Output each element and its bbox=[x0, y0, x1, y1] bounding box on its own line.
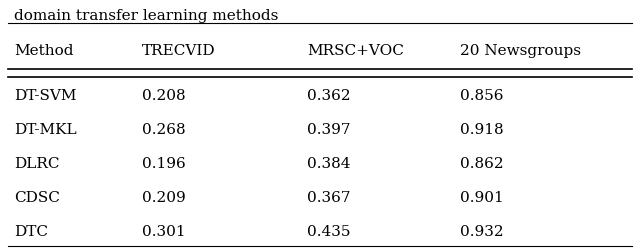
Text: 0.196: 0.196 bbox=[141, 156, 186, 170]
Text: 20 Newsgroups: 20 Newsgroups bbox=[460, 44, 581, 58]
Text: 0.901: 0.901 bbox=[460, 190, 504, 204]
Text: 0.209: 0.209 bbox=[141, 190, 186, 204]
Text: TRECVID: TRECVID bbox=[141, 44, 215, 58]
Text: MRSC+VOC: MRSC+VOC bbox=[307, 44, 404, 58]
Text: 0.362: 0.362 bbox=[307, 89, 351, 103]
Text: 0.856: 0.856 bbox=[460, 89, 504, 103]
Text: 0.384: 0.384 bbox=[307, 156, 351, 170]
Text: Method: Method bbox=[14, 44, 74, 58]
Text: 0.932: 0.932 bbox=[460, 224, 504, 238]
Text: DLRC: DLRC bbox=[14, 156, 60, 170]
Text: 0.301: 0.301 bbox=[141, 224, 185, 238]
Text: CDSC: CDSC bbox=[14, 190, 60, 204]
Text: DTC: DTC bbox=[14, 224, 48, 238]
Text: 0.268: 0.268 bbox=[141, 123, 185, 137]
Text: 0.397: 0.397 bbox=[307, 123, 351, 137]
Text: 0.208: 0.208 bbox=[141, 89, 185, 103]
Text: 0.918: 0.918 bbox=[460, 123, 504, 137]
Text: DT-SVM: DT-SVM bbox=[14, 89, 77, 103]
Text: domain transfer learning methods: domain transfer learning methods bbox=[14, 9, 278, 23]
Text: 0.435: 0.435 bbox=[307, 224, 351, 238]
Text: 0.862: 0.862 bbox=[460, 156, 504, 170]
Text: 0.367: 0.367 bbox=[307, 190, 351, 204]
Text: DT-MKL: DT-MKL bbox=[14, 123, 77, 137]
